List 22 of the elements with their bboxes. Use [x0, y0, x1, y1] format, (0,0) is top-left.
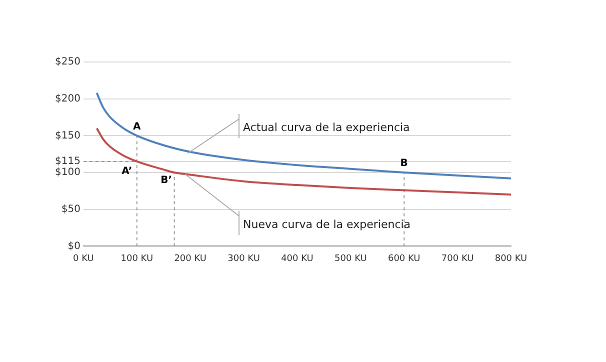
y-tick-label: $250 [54, 56, 80, 68]
annotation: Actual curva de la experiencia [243, 120, 410, 134]
y-tick-label: $200 [54, 93, 80, 104]
x-tick-label: 200 KU [174, 254, 206, 264]
x-tick-label: 100 KU [120, 254, 154, 264]
annotation: B’ [160, 175, 172, 186]
annotation: A [133, 121, 142, 132]
x-tick-label: 400 KU [281, 254, 314, 264]
y-tick-label: $115 [54, 156, 80, 168]
x-tick-label: 0 KU [73, 254, 94, 264]
y-tick-label: $150 [54, 130, 80, 142]
x-tick-label: 500 KU [334, 254, 367, 264]
y-tick-label: $0 [68, 240, 80, 252]
annotation: A’ [122, 166, 132, 178]
x-tick-label: 600 KU [388, 254, 420, 264]
x-tick-label: 300 KU [228, 254, 260, 264]
annotation: B [400, 158, 408, 170]
annotation: Nueva curva de la experiencia [243, 218, 411, 231]
y-tick-label: $50 [61, 204, 80, 215]
x-tick-label: 700 KU [441, 254, 474, 264]
y-tick-label: $100 [54, 167, 80, 178]
x-tick-label: 800 KU [494, 254, 528, 264]
